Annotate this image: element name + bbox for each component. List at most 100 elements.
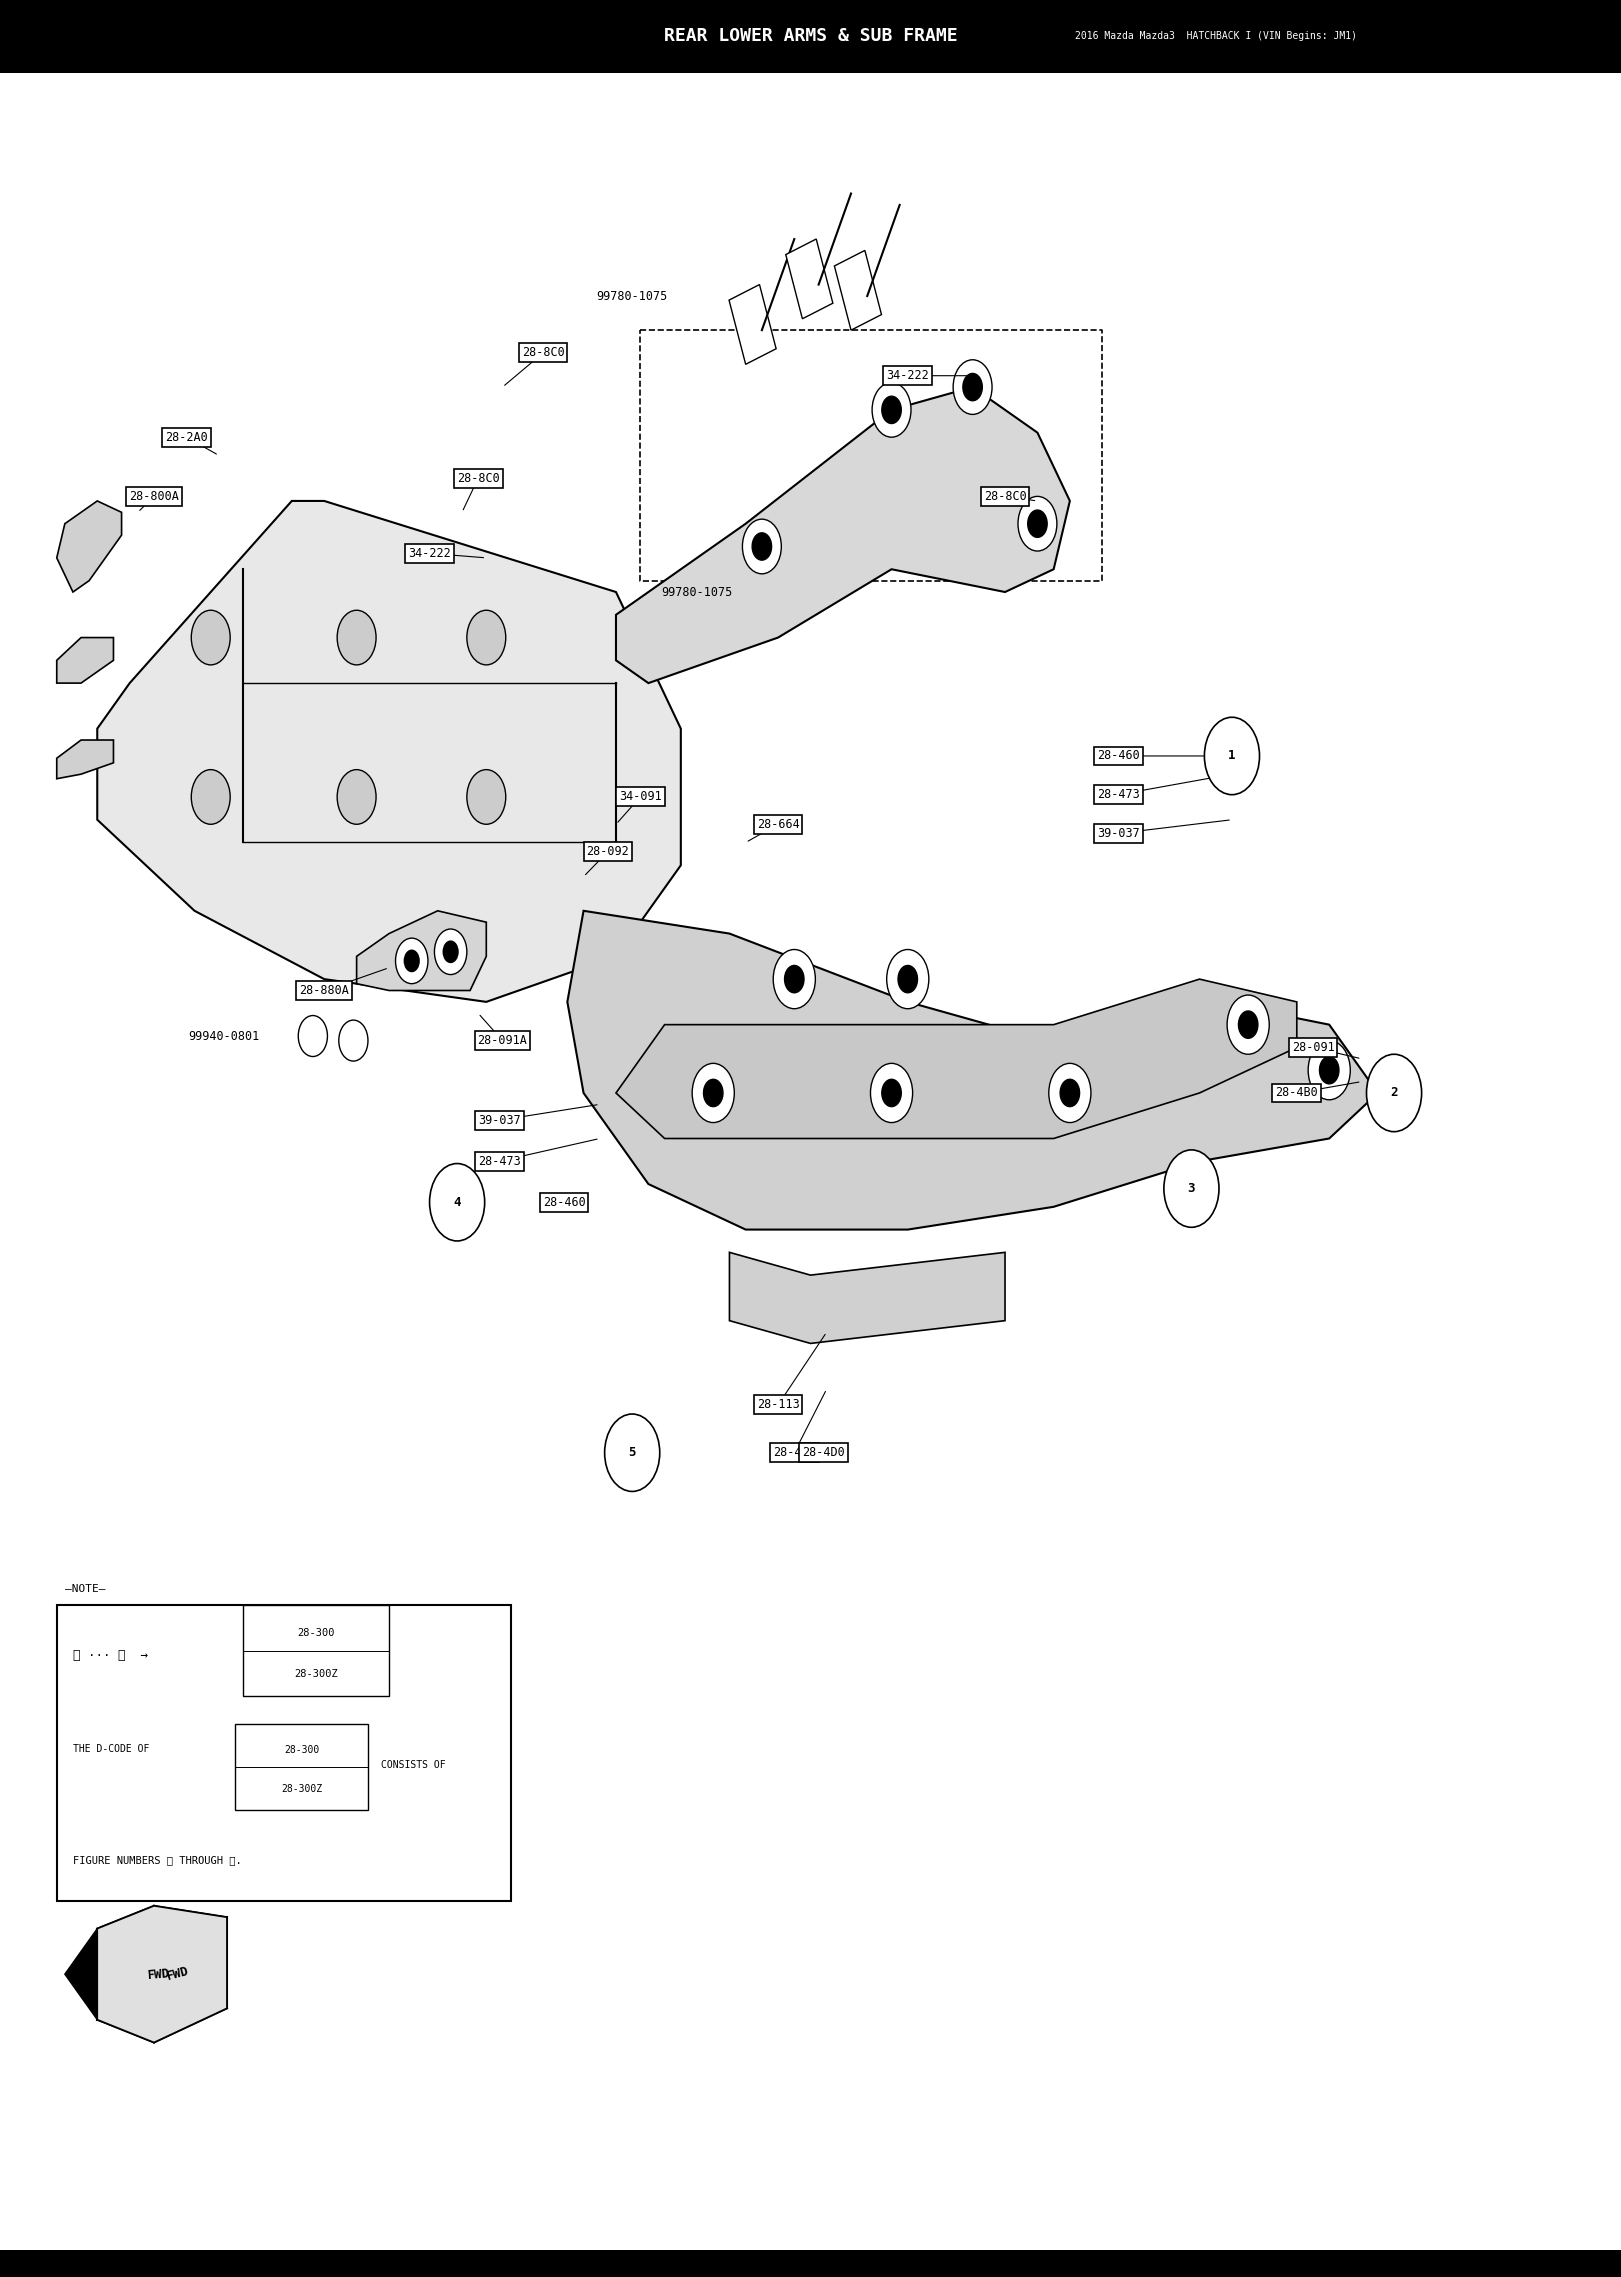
Circle shape bbox=[887, 950, 929, 1009]
Text: 28-091: 28-091 bbox=[1292, 1041, 1334, 1054]
Circle shape bbox=[1028, 510, 1047, 537]
Circle shape bbox=[1308, 1041, 1350, 1100]
Text: 34-222: 34-222 bbox=[408, 546, 451, 560]
Text: 39-037: 39-037 bbox=[478, 1113, 520, 1127]
Circle shape bbox=[1060, 1079, 1080, 1107]
Text: FWD: FWD bbox=[165, 1965, 191, 1983]
Circle shape bbox=[1319, 1057, 1339, 1084]
Text: 28-300Z: 28-300Z bbox=[295, 1669, 337, 1678]
Polygon shape bbox=[97, 501, 681, 1002]
Circle shape bbox=[882, 396, 901, 424]
Circle shape bbox=[396, 938, 428, 984]
Circle shape bbox=[298, 1016, 327, 1057]
Circle shape bbox=[704, 1079, 723, 1107]
Text: 28-4D0: 28-4D0 bbox=[773, 1446, 815, 1460]
Text: FIGURE NUMBERS ① THROUGH ⑤.: FIGURE NUMBERS ① THROUGH ⑤. bbox=[73, 1856, 242, 1865]
Circle shape bbox=[1238, 1011, 1258, 1038]
Circle shape bbox=[337, 770, 376, 824]
Text: 28-300: 28-300 bbox=[297, 1628, 336, 1637]
Text: 28-473: 28-473 bbox=[478, 1154, 520, 1168]
Text: 99940-0801: 99940-0801 bbox=[188, 1029, 259, 1043]
Bar bbox=[786, 239, 833, 319]
Circle shape bbox=[339, 1020, 368, 1061]
Text: FWD: FWD bbox=[148, 1967, 170, 1981]
Circle shape bbox=[742, 519, 781, 574]
Text: 28-092: 28-092 bbox=[587, 845, 629, 858]
Text: 28-113: 28-113 bbox=[757, 1398, 799, 1412]
Polygon shape bbox=[567, 911, 1378, 1230]
Bar bbox=[0, 2250, 1621, 2277]
Circle shape bbox=[963, 373, 982, 401]
Text: 28-300: 28-300 bbox=[284, 1744, 319, 1756]
Text: 28-473: 28-473 bbox=[1097, 788, 1140, 802]
Text: 28-4B0: 28-4B0 bbox=[1276, 1086, 1318, 1100]
Polygon shape bbox=[616, 387, 1070, 683]
Circle shape bbox=[1164, 1150, 1219, 1227]
Text: —NOTE—: —NOTE— bbox=[65, 1585, 105, 1594]
Text: 34-091: 34-091 bbox=[619, 790, 661, 804]
Polygon shape bbox=[57, 501, 122, 592]
Text: 2: 2 bbox=[1391, 1086, 1397, 1100]
Text: 39-037: 39-037 bbox=[1097, 827, 1140, 840]
Text: 4: 4 bbox=[454, 1195, 460, 1209]
Polygon shape bbox=[616, 979, 1297, 1138]
Circle shape bbox=[953, 360, 992, 414]
Text: 28-300Z: 28-300Z bbox=[280, 1783, 323, 1794]
Circle shape bbox=[467, 610, 506, 665]
Text: 34-222: 34-222 bbox=[887, 369, 929, 383]
Text: 3: 3 bbox=[1188, 1182, 1195, 1195]
Circle shape bbox=[467, 770, 506, 824]
Polygon shape bbox=[57, 638, 113, 683]
FancyBboxPatch shape bbox=[243, 1605, 389, 1696]
FancyBboxPatch shape bbox=[57, 1605, 511, 1901]
FancyBboxPatch shape bbox=[235, 1724, 368, 1810]
Text: 28-664: 28-664 bbox=[757, 817, 799, 831]
Circle shape bbox=[605, 1414, 660, 1491]
Circle shape bbox=[337, 610, 376, 665]
Text: 1: 1 bbox=[1229, 749, 1235, 763]
Text: 28-460: 28-460 bbox=[543, 1195, 585, 1209]
Text: 28-2A0: 28-2A0 bbox=[165, 430, 207, 444]
Circle shape bbox=[1049, 1063, 1091, 1123]
Polygon shape bbox=[729, 1252, 1005, 1343]
Text: 99780-1075: 99780-1075 bbox=[661, 585, 733, 599]
Text: 99780-1075: 99780-1075 bbox=[597, 289, 668, 303]
Circle shape bbox=[404, 950, 420, 972]
Text: 28-8C0: 28-8C0 bbox=[457, 471, 499, 485]
Circle shape bbox=[1018, 496, 1057, 551]
Circle shape bbox=[898, 965, 917, 993]
Text: 28-4D0: 28-4D0 bbox=[802, 1446, 845, 1460]
Text: ① ··· ⑤  →: ① ··· ⑤ → bbox=[73, 1649, 148, 1662]
Text: 5: 5 bbox=[629, 1446, 635, 1460]
Text: 28-8C0: 28-8C0 bbox=[522, 346, 564, 360]
Circle shape bbox=[191, 770, 230, 824]
Polygon shape bbox=[357, 911, 486, 990]
Text: 28-800A: 28-800A bbox=[130, 490, 178, 503]
Circle shape bbox=[773, 950, 815, 1009]
Circle shape bbox=[785, 965, 804, 993]
Circle shape bbox=[191, 610, 230, 665]
Circle shape bbox=[870, 1063, 913, 1123]
Circle shape bbox=[434, 929, 467, 975]
Text: 28-091A: 28-091A bbox=[478, 1034, 527, 1047]
Circle shape bbox=[1367, 1054, 1422, 1132]
Circle shape bbox=[752, 533, 772, 560]
Text: REAR LOWER ARMS & SUB FRAME: REAR LOWER ARMS & SUB FRAME bbox=[663, 27, 958, 46]
Circle shape bbox=[882, 1079, 901, 1107]
Polygon shape bbox=[65, 1929, 97, 2020]
Text: 2016 Mazda Mazda3  HATCHBACK I (VIN Begins: JM1): 2016 Mazda Mazda3 HATCHBACK I (VIN Begin… bbox=[1075, 32, 1357, 41]
Text: THE D-CODE OF: THE D-CODE OF bbox=[73, 1744, 149, 1753]
Text: 28-8C0: 28-8C0 bbox=[984, 490, 1026, 503]
Text: CONSISTS OF: CONSISTS OF bbox=[381, 1760, 446, 1769]
Circle shape bbox=[1227, 995, 1269, 1054]
Circle shape bbox=[443, 940, 459, 963]
Circle shape bbox=[1204, 717, 1260, 795]
Polygon shape bbox=[97, 1906, 227, 2042]
Text: 28-460: 28-460 bbox=[1097, 749, 1140, 763]
Circle shape bbox=[430, 1164, 485, 1241]
Polygon shape bbox=[57, 740, 113, 779]
Bar bbox=[0, 0, 1621, 73]
Circle shape bbox=[692, 1063, 734, 1123]
Bar bbox=[835, 250, 882, 330]
Circle shape bbox=[872, 383, 911, 437]
